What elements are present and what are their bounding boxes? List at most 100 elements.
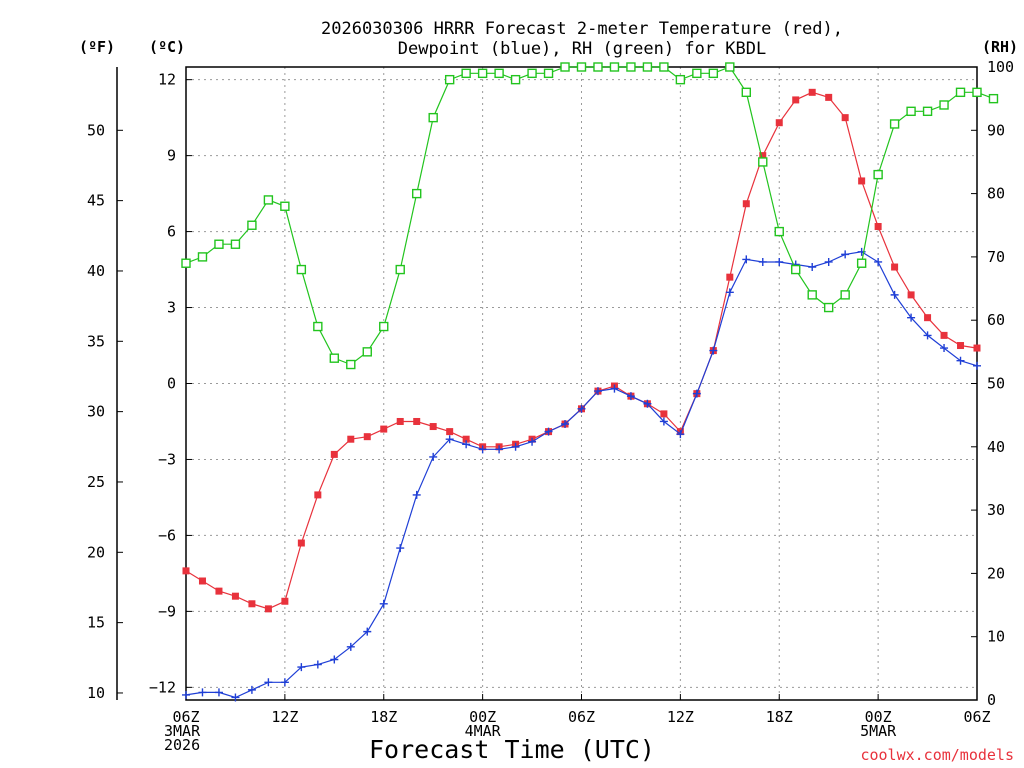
rh-tick-label: 20 — [987, 564, 1005, 582]
rh-tick-label: 50 — [987, 375, 1005, 393]
dewpoint-point — [742, 255, 751, 264]
dewpoint-point — [495, 445, 504, 454]
dewpoint-point — [264, 678, 273, 687]
rh-point — [395, 264, 405, 275]
dewpoint-point — [231, 693, 240, 702]
celsius-tick-label: 3 — [167, 299, 176, 317]
temperature-point — [429, 423, 437, 431]
x-tick-label: 18Z — [370, 708, 397, 726]
dewpoint-point — [544, 427, 553, 436]
rh-series — [181, 62, 999, 370]
temperature-point — [759, 152, 767, 160]
rh-point — [280, 201, 290, 211]
rh-tick-label: 10 — [987, 628, 1005, 646]
rh-point — [725, 62, 735, 72]
temperature-point — [858, 177, 866, 185]
rh-point — [494, 68, 504, 79]
fahrenheit-unit-label: (ºF) — [79, 38, 115, 56]
rh-point — [428, 112, 438, 123]
rh-point — [346, 359, 356, 370]
rh-point — [889, 119, 900, 129]
dewpoint-point — [198, 688, 207, 697]
rh-point — [230, 239, 241, 249]
x-tick-label: 00Z — [865, 708, 892, 726]
rh-point — [379, 321, 389, 332]
dewpoint-point — [923, 331, 932, 340]
temperature-point — [297, 539, 305, 547]
dewpoint-series — [182, 247, 981, 702]
dewpoint-point — [346, 642, 355, 651]
rh-tick-label: 30 — [987, 501, 1005, 519]
dewpoint-point — [577, 404, 586, 413]
rh-point — [576, 62, 587, 72]
temperature-point — [215, 587, 223, 595]
dewpoint-point — [593, 387, 602, 396]
rh-point — [675, 74, 686, 85]
rh-point — [906, 106, 916, 117]
dewpoint-point — [528, 437, 537, 446]
rh-point — [329, 353, 340, 363]
dewpoint-point — [643, 399, 652, 408]
rh-point — [412, 188, 422, 199]
source-credit: coolwx.com/models — [860, 746, 1014, 764]
rh-unit-label: (RH) — [982, 38, 1018, 56]
rh-point — [692, 68, 702, 79]
x-tick-label: 06Z — [963, 708, 990, 726]
temperature-point — [281, 597, 289, 605]
temperature-point — [874, 223, 882, 231]
temperature-point — [808, 88, 816, 96]
rh-tick-label: 70 — [987, 248, 1005, 266]
rh-point — [313, 321, 323, 332]
rh-point — [214, 239, 224, 249]
dewpoint-point — [808, 263, 817, 272]
dewpoint-point — [659, 417, 668, 426]
rh-point — [659, 62, 669, 72]
fahrenheit-tick-label: 45 — [87, 192, 105, 210]
rh-point — [741, 87, 751, 98]
rh-point — [593, 62, 603, 72]
temperature-point — [891, 263, 899, 271]
temperature-point — [841, 114, 849, 122]
temperature-point — [775, 119, 783, 127]
rh-point — [988, 93, 999, 104]
celsius-tick-label: 12 — [158, 71, 176, 89]
rh-point — [840, 290, 850, 300]
temperature-point — [198, 577, 206, 585]
rh-point — [791, 264, 801, 275]
dewpoint-point — [214, 688, 223, 697]
dewpoint-point — [725, 288, 734, 297]
temperature-point — [264, 605, 272, 613]
dewpoint-point — [874, 257, 883, 266]
rh-point — [955, 87, 966, 98]
celsius-tick-label: 0 — [167, 375, 176, 393]
fahrenheit-tick-label: 40 — [87, 262, 105, 280]
temperature-point — [462, 435, 470, 443]
celsius-tick-label: −9 — [158, 602, 176, 620]
dewpoint-point — [824, 257, 833, 266]
temperature-point — [363, 433, 371, 441]
rh-point — [543, 68, 554, 79]
rh-tick-label: 90 — [987, 121, 1005, 139]
rh-point — [263, 195, 274, 205]
celsius-tick-label: 9 — [167, 147, 176, 165]
data-series — [181, 62, 999, 702]
temperature-point — [742, 200, 750, 208]
fahrenheit-tick-label: 20 — [87, 543, 105, 561]
dewpoint-point — [280, 678, 289, 687]
fahrenheit-tick-label: 30 — [87, 403, 105, 421]
temperature-point — [973, 344, 981, 352]
fahrenheit-tick-label: 50 — [87, 121, 105, 139]
celsius-tick-label: −6 — [158, 526, 176, 544]
temperature-point — [825, 93, 833, 101]
dewpoint-point — [841, 250, 850, 259]
rh-point — [807, 290, 817, 300]
temperature-point — [330, 450, 338, 458]
rh-point — [823, 302, 834, 313]
chart-title-line-1: 2026030306 HRRR Forecast 2-meter Tempera… — [321, 19, 843, 39]
rh-point — [461, 68, 471, 79]
rh-point — [296, 264, 307, 275]
rh-tick-label: 60 — [987, 311, 1005, 329]
dewpoint-point — [330, 655, 339, 664]
rh-point — [362, 347, 372, 357]
dewpoint-point — [561, 420, 570, 429]
